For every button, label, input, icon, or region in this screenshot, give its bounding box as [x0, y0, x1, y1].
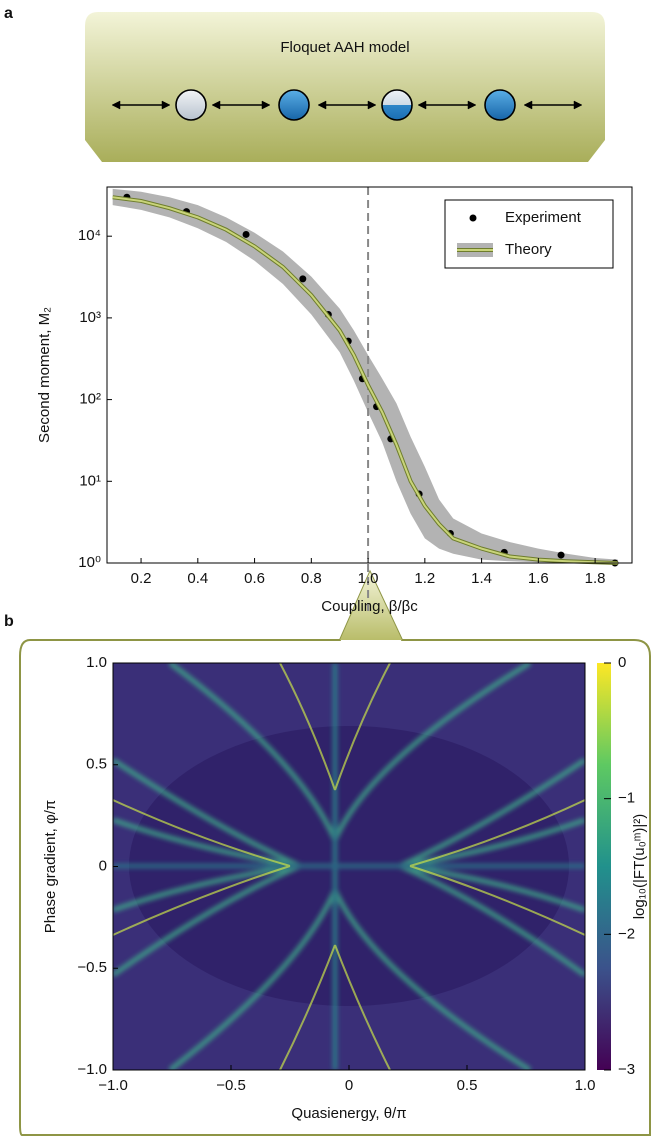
- data-point: [557, 551, 565, 559]
- y-axis-label: Phase gradient, φ/π: [42, 800, 59, 933]
- x-tick-label: 0.8: [301, 570, 322, 587]
- colorbar-tick-label: −3: [618, 1061, 635, 1078]
- data-point: [299, 275, 307, 283]
- colorbar-tick-label: −2: [618, 925, 635, 942]
- diagram-box: [85, 12, 605, 162]
- x-tick-label: 0.6: [244, 570, 265, 587]
- colorbar-label: log₁₀(|FT(u₀ᵐ)|²): [631, 814, 648, 920]
- y-tick-label: 10³: [79, 309, 101, 326]
- x-tick-label: 1.0: [575, 1077, 596, 1094]
- legend-label: Experiment: [505, 209, 582, 226]
- x-tick-label: 1.4: [471, 570, 492, 587]
- colorbar-tick-label: −1: [618, 790, 635, 807]
- x-tick-label: 1.8: [585, 570, 606, 587]
- y-tick-label: 10⁴: [78, 227, 101, 244]
- heatmap-image: [113, 663, 585, 1070]
- x-axis-label: Quasienergy, θ/π: [291, 1105, 406, 1122]
- diagram-lattice: [111, 89, 583, 121]
- x-tick-label: 1.6: [528, 570, 549, 587]
- x-tick-label: −0.5: [216, 1077, 246, 1094]
- y-tick-label: 1.0: [86, 654, 107, 671]
- y-tick-label: 0.5: [86, 756, 107, 773]
- y-tick-label: −1.0: [77, 1061, 107, 1078]
- x-tick-label: 1.2: [414, 570, 435, 587]
- legend-label: Theory: [505, 241, 552, 258]
- y-tick-label: 10¹: [79, 472, 101, 489]
- panel-label: a: [4, 5, 13, 22]
- panel-frame: [19, 569, 651, 1136]
- y-tick-label: −0.5: [77, 959, 107, 976]
- panel-label: b: [4, 613, 14, 630]
- data-point: [242, 230, 250, 238]
- theory-line: [112, 196, 618, 564]
- x-tick-label: −1.0: [98, 1077, 128, 1094]
- x-tick-label: 0: [345, 1077, 353, 1094]
- y-axis-label: Second moment, M₂: [36, 307, 53, 443]
- legend-marker: [469, 214, 477, 222]
- x-tick-label: 1.0: [358, 570, 379, 587]
- plot-frame: [106, 186, 633, 564]
- diagram-title: Floquet AAH model: [280, 39, 409, 56]
- x-axis-label: Coupling, β/βc: [321, 598, 418, 615]
- connector: [340, 572, 402, 640]
- x-tick-label: 0.2: [131, 570, 152, 587]
- colorbar: [597, 663, 611, 1070]
- y-tick-label: 0: [99, 857, 107, 874]
- x-tick-label: 0.5: [457, 1077, 478, 1094]
- colorbar-tick-label: 0: [618, 654, 626, 671]
- x-tick-label: 0.4: [187, 570, 208, 587]
- y-tick-label: 10⁰: [78, 554, 101, 571]
- y-tick-label: 10²: [79, 391, 101, 408]
